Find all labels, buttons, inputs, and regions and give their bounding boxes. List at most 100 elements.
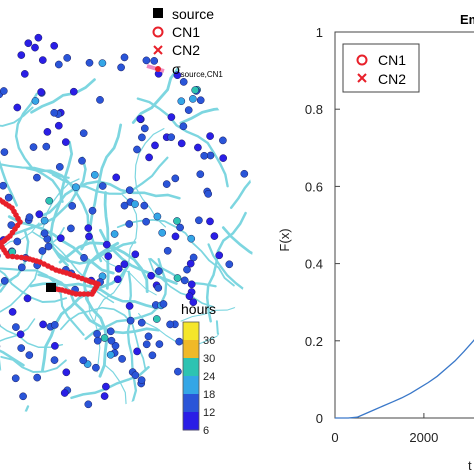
sensor-node — [84, 400, 93, 409]
sensor-node — [93, 330, 101, 338]
sigma-path-dot — [81, 291, 87, 297]
colorbar-border — [182, 321, 200, 431]
cdf-x-tick-label: 2000 — [409, 430, 438, 445]
sensor-node — [85, 232, 93, 241]
sensor-node — [145, 153, 153, 162]
cdf-y-axis-label: F(x) — [277, 228, 292, 251]
sensor-node — [113, 275, 122, 284]
legend-cn1-label: CN1 — [172, 24, 200, 40]
colorbar-swatch — [183, 340, 199, 359]
network-branch — [0, 259, 85, 336]
sensor-node — [225, 260, 234, 269]
sensor-node — [0, 148, 9, 156]
cdf-x-axis-label: t — [468, 458, 472, 473]
network-branch — [148, 257, 215, 308]
sensor-node — [4, 193, 13, 202]
sensor-node — [240, 169, 249, 178]
legend-source-label: source — [172, 6, 214, 22]
sensor-node — [159, 300, 168, 308]
sensor-node — [93, 336, 102, 345]
sensor-node — [150, 57, 159, 65]
sensor-node — [179, 122, 188, 131]
sensor-node — [177, 139, 186, 148]
sensor-node — [100, 392, 109, 400]
network-branch — [14, 92, 64, 203]
sensor-node — [56, 234, 65, 243]
sensor-node — [25, 351, 34, 359]
network-branch — [49, 140, 74, 267]
network-branch — [0, 105, 18, 207]
sensor-node — [106, 327, 115, 336]
legend-sigma-dot — [155, 66, 161, 72]
sensor-node — [136, 115, 145, 123]
sensor-node — [100, 334, 109, 342]
sigma-path-dot — [5, 253, 11, 259]
sensor-node — [215, 251, 224, 260]
sensor-node — [84, 224, 93, 232]
sensor-node — [11, 374, 20, 383]
sensor-node — [183, 265, 191, 274]
sensor-node — [17, 51, 26, 59]
sensor-node — [185, 292, 194, 301]
sensor-node — [85, 58, 94, 67]
colorbar-swatch — [183, 376, 199, 395]
sensor-node — [60, 389, 69, 397]
sensor-node — [98, 59, 107, 67]
sensor-node — [151, 141, 159, 150]
cdf-y-tick-label: 0.8 — [305, 102, 323, 117]
sensor-node — [206, 132, 214, 140]
sensor-node — [187, 280, 196, 289]
sensor-node — [39, 320, 47, 329]
sensor-node — [0, 181, 7, 190]
sensor-node — [152, 315, 161, 323]
sensor-node — [68, 202, 77, 210]
sensor-node — [142, 217, 150, 226]
sensor-node — [142, 340, 151, 349]
network-branch — [125, 270, 138, 415]
sensor-node — [114, 264, 123, 273]
colorbar-tick-label: 24 — [203, 371, 215, 383]
network-branch — [0, 306, 2, 371]
sensor-node — [25, 213, 34, 222]
sensor-node — [196, 96, 205, 105]
sensor-node — [110, 230, 119, 238]
cdf-series — [335, 339, 474, 419]
sensor-node — [120, 201, 129, 210]
sensor-node — [38, 56, 47, 64]
sensor-node — [138, 133, 146, 142]
sensor-node — [98, 182, 107, 190]
sensor-node — [125, 302, 134, 310]
sensor-node — [194, 143, 202, 152]
sensor-node — [120, 53, 129, 62]
sensor-node — [102, 240, 111, 249]
sensor-node — [50, 356, 59, 364]
sensor-node — [35, 210, 44, 219]
source-marker — [46, 283, 56, 292]
sensor-node — [117, 63, 125, 72]
sensor-node — [0, 277, 9, 285]
network-branch — [7, 215, 115, 275]
sensor-node — [96, 96, 104, 104]
sensor-node — [137, 376, 146, 384]
sensor-node — [163, 246, 172, 255]
sensor-node — [147, 271, 155, 280]
sensor-node — [174, 367, 182, 376]
cdf-y-tick-label: 0 — [316, 411, 323, 426]
sensor-node — [126, 316, 135, 325]
sensor-node — [112, 173, 121, 182]
sensor-node — [33, 173, 41, 182]
network-branch — [30, 78, 96, 114]
cdf-legend-box — [342, 43, 420, 93]
network-branch — [49, 241, 137, 265]
sensor-node — [31, 97, 40, 105]
sigma-path-dot — [89, 291, 95, 297]
sensor-node — [55, 163, 64, 171]
network-map-panel: source CN1 CN2 σsource,CN1 hours 36 30 24 1… — [0, 6, 255, 437]
sensor-node — [62, 368, 71, 377]
sensor-nodes — [0, 33, 249, 409]
network-branch — [41, 264, 130, 372]
network-branch — [0, 29, 21, 114]
cdf-y-tick-label: 0.2 — [305, 334, 323, 349]
sensor-node — [162, 180, 171, 188]
sensor-node — [37, 88, 45, 96]
